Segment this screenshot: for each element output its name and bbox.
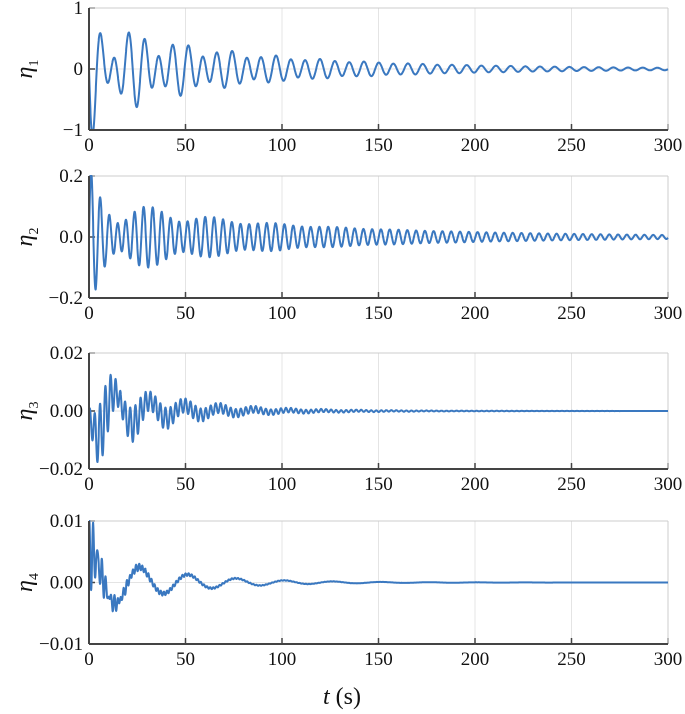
x-tick-label: 100 — [268, 649, 297, 670]
y-label-subscript: 2 — [27, 228, 42, 235]
series-line-eta2 — [88, 175, 669, 291]
x-tick-label: 50 — [176, 303, 195, 324]
x-tick-label: 200 — [461, 649, 490, 670]
x-tick-label: 50 — [176, 135, 195, 156]
y-label-symbol: η — [12, 580, 38, 592]
y-tick-label: 0.2 — [59, 166, 83, 187]
x-tick-label: 150 — [364, 303, 393, 324]
y-label-symbol: η — [12, 235, 38, 247]
x-tick-label: 0 — [84, 303, 94, 324]
x-tick-label: 150 — [364, 474, 393, 495]
y-label-symbol: η — [12, 409, 38, 421]
x-tick-label: 250 — [557, 303, 586, 324]
x-tick-label: 300 — [654, 474, 683, 495]
x-axis-variable: t — [323, 684, 331, 710]
x-tick-label: 250 — [557, 135, 586, 156]
y-label-subscript: 3 — [27, 402, 42, 409]
y-axis-label: η2 — [12, 228, 42, 247]
y-tick-label: 0 — [74, 59, 84, 80]
x-tick-label: 0 — [84, 135, 94, 156]
y-tick-label: −0.01 — [39, 634, 83, 655]
y-tick-label: 0.01 — [50, 511, 83, 532]
y-tick-label: 0.00 — [50, 401, 83, 422]
x-tick-label: 0 — [84, 649, 94, 670]
y-label-subscript: 4 — [27, 573, 42, 580]
y-axis-label: η1 — [12, 60, 42, 79]
y-label-subscript: 1 — [27, 60, 42, 67]
x-tick-label: 200 — [461, 303, 490, 324]
series-line-eta1 — [88, 31, 669, 131]
x-tick-label: 200 — [461, 474, 490, 495]
subplot-3: 0 50 100 150 200 250 300 −0.02 0.00 0.02 η3 — [12, 343, 682, 495]
x-tick-label: 100 — [268, 303, 297, 324]
y-tick-label: 0.00 — [50, 573, 83, 594]
x-tick-label: 100 — [268, 474, 297, 495]
x-tick-label: 300 — [654, 649, 683, 670]
y-tick-label: 1 — [74, 0, 84, 19]
x-tick-label: 250 — [557, 649, 586, 670]
y-axis-label: η4 — [12, 573, 42, 592]
x-tick-label: 150 — [364, 135, 393, 156]
x-tick-label: 150 — [364, 649, 393, 670]
y-axis-label: η3 — [12, 402, 42, 421]
x-tick-label: 300 — [654, 135, 683, 156]
y-tick-label: −0.02 — [39, 459, 83, 480]
x-tick-label: 200 — [461, 135, 490, 156]
x-axis-label: t (s) — [323, 684, 361, 710]
y-tick-label: 0.02 — [50, 343, 83, 364]
x-tick-label: 300 — [654, 303, 683, 324]
y-label-symbol: η — [12, 67, 38, 79]
subplot-2: 0 50 100 150 200 250 300 −0.2 0.0 0.2 η2 — [12, 166, 682, 324]
x-tick-label: 50 — [176, 649, 195, 670]
series-line-eta3 — [88, 373, 669, 463]
y-tick-label: 0.0 — [59, 227, 83, 248]
subplot-4: 0 50 100 150 200 250 300 −0.01 0.00 0.01 η4 — [12, 511, 682, 670]
series-line-eta4 — [88, 520, 669, 613]
x-tick-label: 50 — [176, 474, 195, 495]
y-tick-label: −0.2 — [49, 288, 83, 309]
x-axis-unit: (s) — [336, 684, 361, 710]
x-tick-label: 250 — [557, 474, 586, 495]
x-tick-label: 100 — [268, 135, 297, 156]
x-tick-label: 0 — [84, 474, 94, 495]
y-tick-label: −1 — [63, 120, 83, 141]
